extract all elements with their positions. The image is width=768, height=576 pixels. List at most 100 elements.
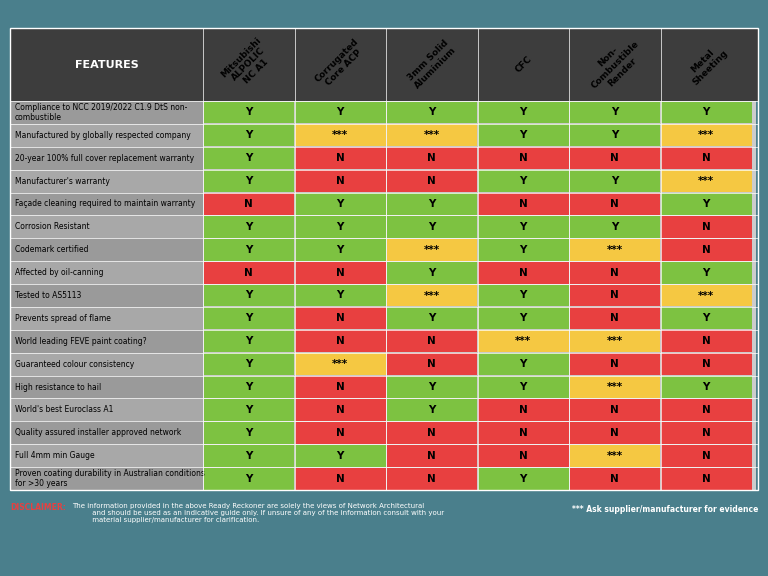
Bar <box>386 353 477 375</box>
Bar <box>386 170 477 192</box>
Text: Mitsubishi
ALPOLIC
NC A1: Mitsubishi ALPOLIC NC A1 <box>220 35 278 94</box>
Text: ***: *** <box>607 450 623 461</box>
Text: CFC: CFC <box>513 55 533 74</box>
Bar <box>204 124 294 146</box>
Text: N: N <box>611 405 619 415</box>
Bar <box>661 262 752 283</box>
Text: N: N <box>611 290 619 301</box>
Text: N: N <box>519 450 528 461</box>
Bar <box>386 124 477 146</box>
Bar <box>478 330 568 352</box>
Bar <box>570 422 660 444</box>
Text: Y: Y <box>245 176 253 186</box>
Text: N: N <box>427 473 436 484</box>
Text: Y: Y <box>703 313 710 323</box>
Bar <box>661 147 752 169</box>
Bar <box>295 285 386 306</box>
Bar <box>295 399 386 421</box>
Bar <box>295 216 386 238</box>
Bar <box>295 124 386 146</box>
Text: The information provided in the above Ready Reckoner are solely the views of Net: The information provided in the above Re… <box>72 503 444 523</box>
Text: 3mm Solid
Aluminium: 3mm Solid Aluminium <box>406 39 458 90</box>
Text: World's best Euroclass A1: World's best Euroclass A1 <box>15 406 114 414</box>
Text: Corrugated
Core ACP: Corrugated Core ACP <box>313 37 367 92</box>
Text: Metal
Sheeting: Metal Sheeting <box>684 41 730 88</box>
Bar <box>204 285 294 306</box>
Text: Y: Y <box>520 473 527 484</box>
Text: Y: Y <box>245 245 253 255</box>
Bar <box>10 399 203 422</box>
Bar <box>661 330 752 352</box>
Bar <box>204 330 294 352</box>
Bar <box>204 353 294 375</box>
Text: Tested to AS5113: Tested to AS5113 <box>15 291 81 300</box>
Text: N: N <box>336 268 345 278</box>
Bar <box>204 101 294 123</box>
Bar <box>204 262 294 283</box>
Text: N: N <box>427 153 436 163</box>
Bar <box>570 147 660 169</box>
Bar <box>10 215 203 238</box>
Bar <box>10 467 203 490</box>
Text: N: N <box>702 428 710 438</box>
Text: N: N <box>702 450 710 461</box>
Bar <box>570 376 660 398</box>
Text: Y: Y <box>428 313 435 323</box>
Text: Y: Y <box>520 176 527 186</box>
Text: Y: Y <box>245 382 253 392</box>
Text: ***: *** <box>424 245 440 255</box>
Bar <box>204 170 294 192</box>
Bar <box>10 284 203 307</box>
Text: Y: Y <box>336 222 344 232</box>
Text: Y: Y <box>245 108 253 118</box>
Text: Y: Y <box>520 108 527 118</box>
Bar <box>386 147 477 169</box>
Text: Y: Y <box>611 130 618 141</box>
Text: N: N <box>336 176 345 186</box>
Text: Y: Y <box>611 222 618 232</box>
Bar <box>386 422 477 444</box>
Text: Y: Y <box>520 382 527 392</box>
Bar <box>661 285 752 306</box>
Text: ***: *** <box>607 336 623 346</box>
Text: Non-
Combustible
Render: Non- Combustible Render <box>582 32 647 97</box>
Text: N: N <box>427 359 436 369</box>
Bar <box>10 101 203 124</box>
Bar <box>10 28 758 490</box>
Bar <box>661 445 752 467</box>
Text: Y: Y <box>245 473 253 484</box>
Text: DISCLAIMER:: DISCLAIMER: <box>10 503 66 512</box>
Text: Y: Y <box>245 336 253 346</box>
Bar <box>204 147 294 169</box>
Text: Quality assured installer approved network: Quality assured installer approved netwo… <box>15 429 181 437</box>
Bar <box>478 262 568 283</box>
Text: Y: Y <box>245 359 253 369</box>
Bar <box>478 422 568 444</box>
Text: N: N <box>611 313 619 323</box>
Text: N: N <box>702 336 710 346</box>
Bar <box>295 330 386 352</box>
Text: ***: *** <box>424 290 440 301</box>
Bar <box>661 239 752 261</box>
Text: ***: *** <box>607 245 623 255</box>
Bar <box>570 170 660 192</box>
Bar <box>10 124 203 147</box>
Text: Y: Y <box>428 382 435 392</box>
Text: Proven coating durability in Australian conditions
for >30 years: Proven coating durability in Australian … <box>15 469 205 488</box>
Text: N: N <box>611 153 619 163</box>
Bar <box>570 124 660 146</box>
Bar <box>570 468 660 490</box>
Text: ***: *** <box>333 359 349 369</box>
Bar <box>478 445 568 467</box>
Bar <box>386 376 477 398</box>
Text: FEATURES: FEATURES <box>74 59 138 70</box>
Bar <box>570 101 660 123</box>
Bar <box>478 399 568 421</box>
Bar <box>204 376 294 398</box>
Bar <box>570 330 660 352</box>
Text: ***: *** <box>698 130 714 141</box>
Bar <box>10 330 203 353</box>
Bar <box>204 422 294 444</box>
Bar <box>295 147 386 169</box>
Bar <box>10 422 203 444</box>
